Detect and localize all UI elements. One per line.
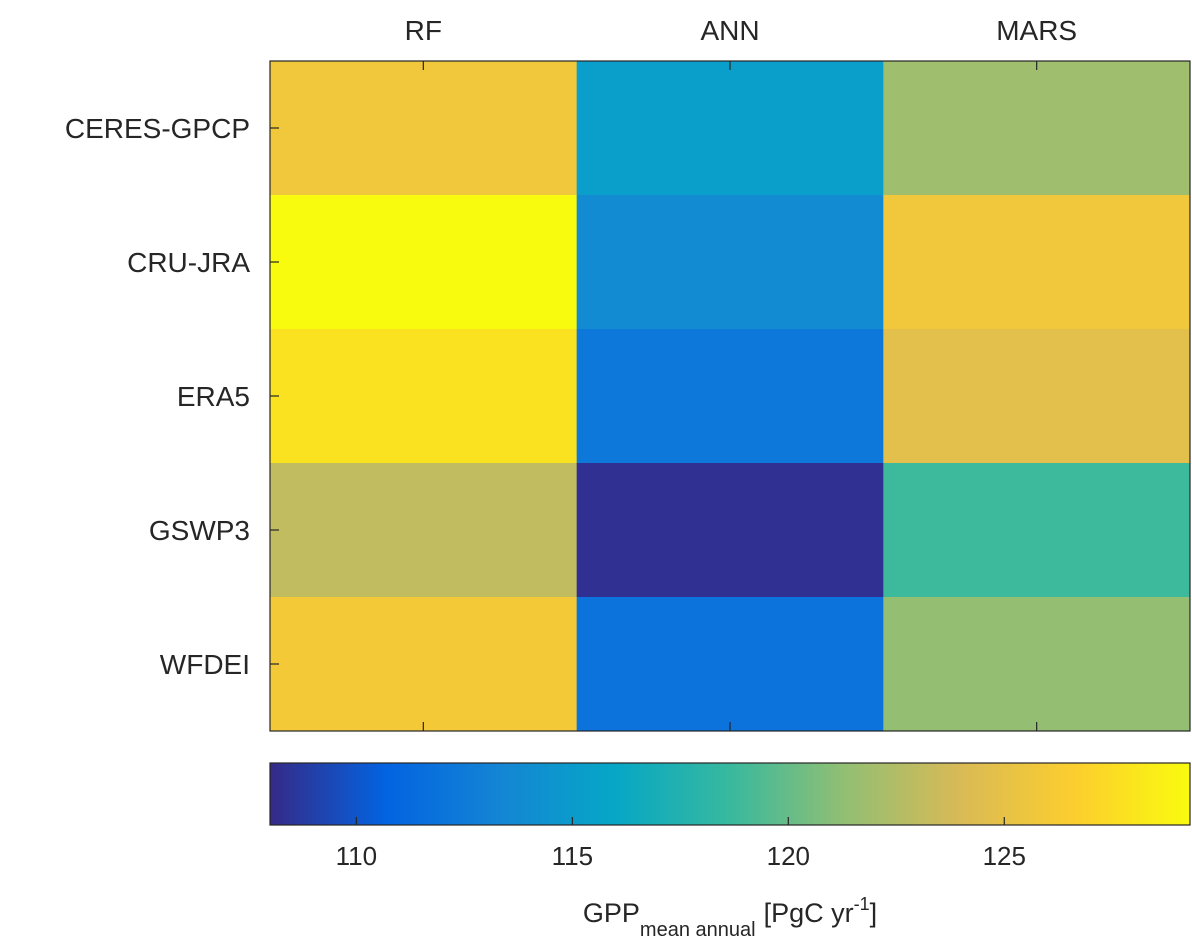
- heatmap-cell: [576, 329, 884, 464]
- axis-ticks: [270, 61, 1038, 731]
- row-label: WFDEI: [160, 649, 250, 680]
- row-label: ERA5: [177, 381, 250, 412]
- colorbar-label-unit: [PgC yr: [764, 898, 854, 928]
- colorbar-label: GPPmean annual [PgC yr-1]: [583, 894, 877, 941]
- colorbar-ticks: 110 115 120 125: [336, 817, 1026, 871]
- row-label: GSWP3: [149, 515, 250, 546]
- column-label: RF: [405, 15, 442, 46]
- heatmap-cell: [270, 195, 578, 330]
- colorbar-tick-label: 125: [983, 841, 1026, 871]
- colorbar-label-superscript: -1: [854, 894, 870, 914]
- heatmap-cell: [576, 463, 884, 598]
- colorbar-tick-label: 110: [336, 841, 377, 871]
- colorbar-label-subscript: mean annual: [640, 919, 756, 941]
- heatmap-cell: [576, 61, 884, 196]
- row-label: CRU-JRA: [127, 247, 250, 278]
- heatmap-cell: [270, 61, 578, 196]
- heatmap-cell: [883, 463, 1191, 598]
- column-label: MARS: [996, 15, 1077, 46]
- heatmap-cell: [883, 597, 1191, 732]
- heatmap-cell: [270, 597, 578, 732]
- column-labels: RF ANN MARS: [405, 15, 1077, 46]
- heatmap-cell: [576, 195, 884, 330]
- colorbar-label-main: GPP: [583, 898, 640, 928]
- colorbar-tick-label: 115: [552, 841, 593, 871]
- heatmap-cell: [270, 463, 578, 598]
- colorbar: [269, 762, 1191, 826]
- column-label: ANN: [700, 15, 759, 46]
- heatmap-cells: [270, 61, 1191, 732]
- heatmap-cell: [883, 329, 1191, 464]
- heatmap-cell: [883, 195, 1191, 330]
- colorbar-label-close: ]: [870, 898, 878, 928]
- heatmap-cell: [883, 61, 1191, 196]
- heatmap-cell: [576, 597, 884, 732]
- row-labels: CERES-GPCP CRU-JRA ERA5 GSWP3 WFDEI: [65, 113, 250, 680]
- colorbar-tick-label: 120: [767, 841, 810, 871]
- row-label: CERES-GPCP: [65, 113, 250, 144]
- heatmap-cell: [270, 329, 578, 464]
